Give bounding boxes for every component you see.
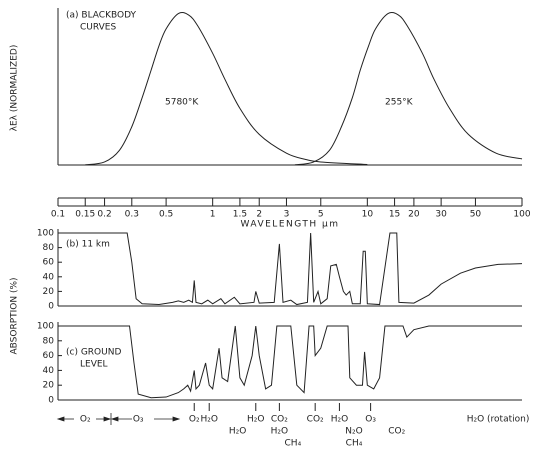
band-label: O₂ bbox=[80, 415, 91, 425]
curve-label: 255°K bbox=[385, 98, 414, 108]
x-tick-label: 3 bbox=[284, 210, 290, 220]
x-tick-label: 20 bbox=[408, 210, 420, 220]
band-label: H₂O bbox=[247, 415, 264, 425]
wavelength-axis: 0.1 0.15 0.2 0.3 0.5 1 1.5 2 3 5 10 15 20 30 50 100 WAVE… bbox=[51, 197, 531, 230]
x-tick-label: 1.5 bbox=[233, 210, 247, 220]
arrow-head bbox=[103, 416, 112, 422]
y-tick-label: 60 bbox=[43, 258, 55, 268]
band-label: O₃ bbox=[365, 415, 376, 425]
x-axis-label: WAVELENGTH μm bbox=[240, 220, 339, 230]
y-tick-label: 20 bbox=[43, 287, 55, 297]
arrow-head bbox=[110, 416, 119, 422]
x-tick-label: 30 bbox=[435, 210, 447, 220]
x-tick-label: 15 bbox=[389, 210, 400, 220]
band-label: CH₄ bbox=[346, 439, 363, 449]
band-label: N₂O bbox=[345, 427, 362, 437]
arrow-head bbox=[56, 416, 65, 422]
panel-title: CURVES bbox=[80, 23, 116, 33]
panel-title: LEVEL bbox=[80, 360, 108, 370]
curve bbox=[58, 232, 523, 306]
x-tick-label: 100 bbox=[513, 210, 530, 220]
band-label: CO₂ bbox=[388, 427, 405, 437]
band-label: H₂O bbox=[271, 427, 288, 437]
band-label: H₂O bbox=[229, 427, 246, 437]
x-tick-label: 0.3 bbox=[125, 210, 139, 220]
curve bbox=[58, 325, 522, 399]
band-label: CH₄ bbox=[285, 439, 302, 449]
curve-label: 5780°K bbox=[165, 98, 199, 108]
x-tick-label: 1 bbox=[210, 210, 216, 220]
arrow-head bbox=[172, 416, 181, 422]
y-tick-label: 40 bbox=[43, 272, 55, 282]
band-label: O₂ bbox=[189, 415, 200, 425]
x-tick-label: 0.2 bbox=[97, 210, 111, 220]
panel: (b) 11 km ABSORPTION (%) 0 20 40 60 80 100 bbox=[10, 229, 523, 355]
y-tick-label: 40 bbox=[43, 366, 55, 376]
panel: (a) BLACKBODY CURVES λEλ (NORMALIZED) 5780°… bbox=[10, 8, 523, 166]
x-tick-label: 5 bbox=[318, 210, 324, 220]
y-tick-label: 60 bbox=[43, 351, 55, 361]
x-tick-label: 50 bbox=[470, 210, 482, 220]
y-tick-label: 80 bbox=[43, 336, 55, 346]
panel: (c) GROUND LEVEL 0 20 40 60 80 100 bbox=[37, 322, 522, 406]
y-tick-label: 0 bbox=[48, 396, 54, 406]
y-axis-label: ABSORPTION (%) bbox=[10, 277, 20, 354]
band-label: CO₂ bbox=[271, 415, 288, 425]
panel-title: (b) 11 km bbox=[66, 240, 110, 250]
x-tick-label: 10 bbox=[362, 210, 374, 220]
range-arrows bbox=[56, 413, 181, 425]
x-tick-label: 0.1 bbox=[51, 210, 65, 220]
panel-title: (c) GROUND bbox=[66, 348, 121, 358]
band-label: CO₂ bbox=[307, 415, 324, 425]
band-label: H₂O bbox=[200, 415, 217, 425]
y-tick-label: 0 bbox=[48, 302, 54, 312]
band-label: H₂O (rotation) bbox=[467, 415, 530, 425]
band-label: O₃ bbox=[133, 415, 144, 425]
y-tick-label: 80 bbox=[43, 243, 55, 253]
curve bbox=[294, 11, 523, 166]
x-tick-label: 0.5 bbox=[159, 210, 173, 220]
panel-title: (a) BLACKBODY bbox=[66, 11, 137, 21]
y-axis-label: λEλ (NORMALIZED) bbox=[10, 45, 20, 132]
y-tick-label: 100 bbox=[37, 322, 54, 332]
y-tick-label: 100 bbox=[37, 229, 54, 239]
x-tick-label: 2 bbox=[256, 210, 262, 220]
curve bbox=[85, 11, 368, 166]
x-tick-label: 0.15 bbox=[75, 210, 95, 220]
y-tick-label: 20 bbox=[43, 381, 55, 391]
band-label: H₂O bbox=[331, 415, 348, 425]
